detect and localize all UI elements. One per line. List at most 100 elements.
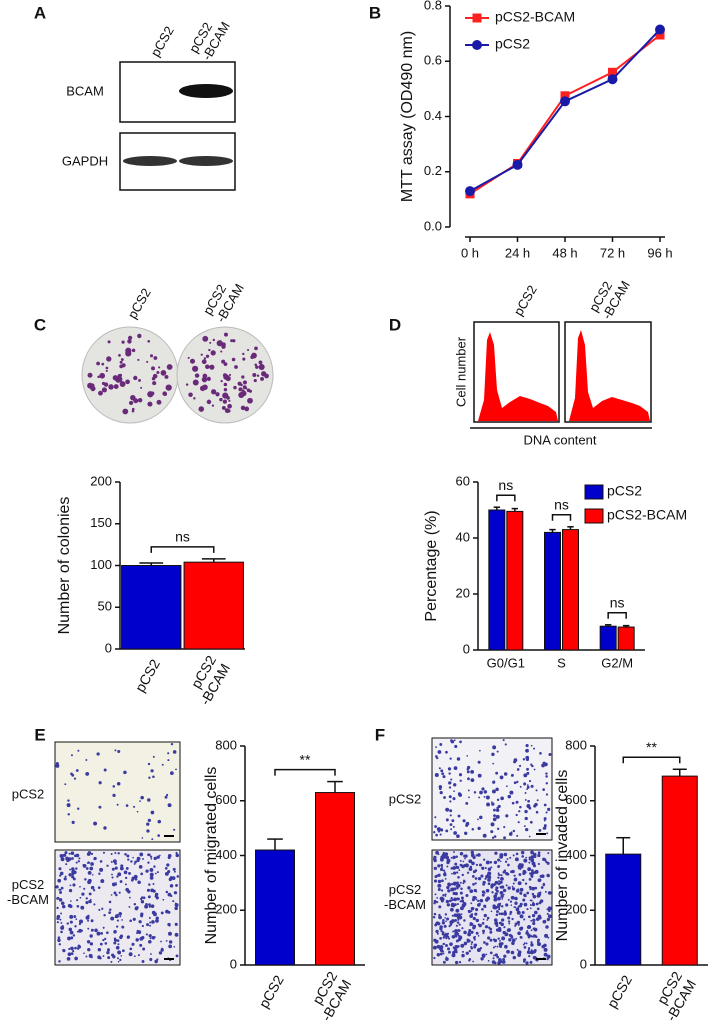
cell (164, 866, 168, 870)
cell (140, 872, 144, 876)
cell (503, 836, 507, 840)
cell (125, 867, 129, 870)
point (512, 159, 523, 170)
cell (449, 757, 452, 760)
cell (76, 904, 80, 908)
cell (126, 936, 130, 939)
cell (103, 914, 106, 917)
cell (58, 943, 61, 946)
cell (489, 951, 493, 955)
cell (174, 906, 178, 911)
cell (512, 854, 515, 857)
cell (475, 890, 478, 893)
cell (452, 904, 456, 908)
cell (506, 858, 509, 861)
cell (496, 945, 499, 948)
x-tick-label: G0/G1 (487, 655, 525, 670)
cell (500, 942, 504, 945)
cell (474, 935, 476, 938)
cell (522, 943, 525, 946)
cell (504, 860, 508, 863)
cell (67, 799, 70, 802)
cell (496, 827, 500, 831)
flow-xlabel: DNA content (524, 432, 597, 447)
cell (452, 946, 455, 949)
cell (443, 924, 447, 928)
cell (497, 876, 500, 879)
cell (524, 809, 528, 814)
bar (255, 849, 295, 966)
cell (519, 904, 522, 908)
cell (129, 919, 132, 923)
cell (513, 781, 517, 785)
cell (175, 853, 180, 858)
cell (481, 866, 485, 870)
colony (254, 363, 258, 367)
cell (84, 878, 87, 881)
cell (448, 795, 452, 799)
colony (147, 401, 153, 407)
cell (508, 933, 512, 937)
micrographs (54, 737, 553, 966)
cell (500, 876, 504, 881)
cell (435, 746, 437, 749)
colony (222, 373, 227, 378)
cell (492, 789, 496, 794)
cell (149, 921, 152, 924)
legend-swatch (584, 484, 604, 500)
cell (465, 894, 469, 898)
colony (215, 392, 220, 397)
cell (116, 803, 119, 806)
cell (442, 943, 445, 946)
cell (90, 955, 93, 959)
cell (442, 919, 445, 922)
cell (97, 886, 101, 889)
cell (452, 930, 455, 933)
cell (477, 760, 481, 764)
cell (463, 919, 466, 922)
cell (449, 920, 454, 925)
cell (535, 911, 538, 914)
cell (437, 883, 442, 888)
cell (114, 866, 118, 870)
cell (533, 927, 538, 932)
cell (546, 912, 549, 915)
cell (452, 825, 455, 828)
colony (150, 391, 155, 396)
cell (115, 882, 117, 884)
cell (485, 888, 490, 893)
cell (449, 823, 453, 827)
cell (468, 950, 471, 953)
cell (499, 939, 501, 942)
cell (546, 861, 550, 865)
cell (164, 795, 168, 799)
cell (444, 917, 446, 919)
cell (481, 921, 485, 925)
cell (176, 875, 180, 878)
cell (547, 906, 552, 911)
cell (536, 907, 540, 911)
cell (88, 892, 92, 896)
cell (470, 941, 474, 944)
cell (71, 857, 74, 860)
cell (493, 835, 497, 838)
y-tick-label: 0 (463, 641, 470, 656)
cell (471, 875, 475, 878)
cell (104, 937, 107, 940)
cell (516, 768, 520, 771)
cell (110, 860, 113, 863)
colony (231, 357, 236, 362)
cell (477, 773, 482, 778)
cell (434, 939, 439, 944)
cell (506, 949, 510, 954)
cell (530, 858, 535, 863)
cell (466, 938, 470, 942)
bar (544, 531, 561, 651)
cell (501, 960, 506, 964)
cell (119, 958, 122, 962)
cell (173, 828, 176, 831)
cell (485, 942, 489, 946)
cell (470, 850, 474, 855)
cell (60, 901, 65, 906)
cell (56, 916, 60, 921)
